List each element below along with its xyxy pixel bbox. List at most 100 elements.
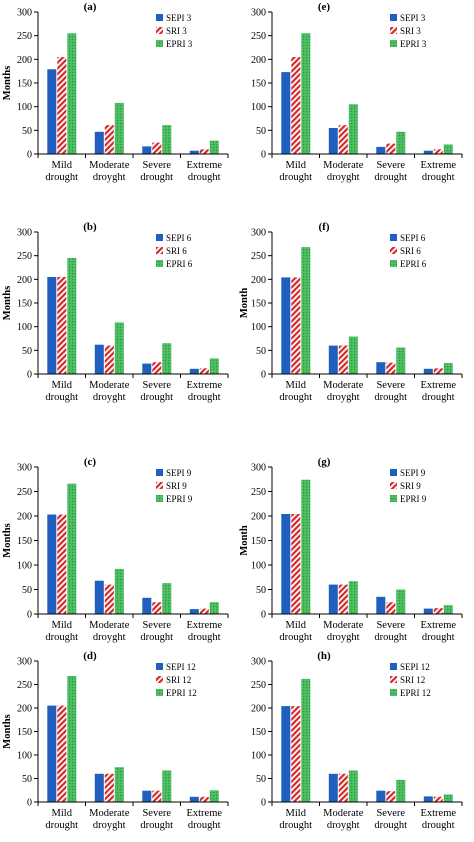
legend-label: SEPI 9	[400, 468, 426, 478]
bar	[433, 368, 443, 374]
legend-label: SEPI 12	[400, 662, 430, 672]
bar	[348, 336, 358, 374]
y-tick-label: 0	[27, 370, 32, 381]
x-tick-label: Moderate droyght	[89, 380, 130, 403]
bar	[162, 770, 172, 802]
legend-label: EPRI 6	[400, 259, 427, 269]
x-tick-label-line: Moderate	[89, 160, 130, 171]
bar	[443, 605, 453, 614]
x-tick-label: Moderate droyght	[89, 620, 130, 643]
y-tick-label: 250	[17, 31, 32, 42]
x-tick-label-line: Severe	[376, 380, 405, 391]
y-tick-label: 300	[251, 463, 266, 474]
legend-label: SEPI 6	[166, 233, 192, 243]
bar	[57, 57, 67, 154]
legend-label: SEPI 3	[400, 13, 426, 23]
y-tick-label: 200	[251, 704, 266, 715]
x-tick-label: Mild drought	[45, 620, 78, 643]
y-tick-label: 0	[261, 150, 266, 161]
bar	[301, 479, 311, 614]
legend-label: SRI 12	[166, 675, 191, 685]
y-tick-label: 200	[17, 704, 32, 715]
panel-title: (f)	[319, 221, 330, 233]
bar	[338, 345, 348, 374]
bar	[104, 345, 114, 374]
bar	[199, 796, 209, 802]
y-tick-label: 150	[251, 536, 266, 547]
y-tick-label: 100	[17, 561, 32, 572]
bar	[328, 345, 338, 374]
legend-swatch	[390, 247, 397, 254]
bar	[142, 790, 152, 802]
x-tick-label: Moderate droyght	[323, 160, 364, 183]
x-tick-label-line: drought	[374, 632, 407, 643]
x-tick-label: Mild drought	[279, 620, 312, 643]
bar	[328, 128, 338, 154]
legend-swatch	[390, 234, 397, 241]
x-tick-label-line: Severe	[376, 620, 405, 631]
bar	[386, 602, 396, 614]
x-tick-label: Extreme drought	[420, 380, 456, 403]
panel-title: (h)	[317, 650, 331, 662]
bar	[328, 584, 338, 614]
legend-swatch	[156, 27, 163, 34]
y-tick-label: 250	[251, 680, 266, 691]
bar	[94, 344, 104, 374]
bar	[162, 343, 172, 374]
x-tick-label-line: Moderate	[323, 620, 364, 631]
legend-label: EPRI 3	[400, 39, 427, 49]
y-tick-label: 150	[251, 79, 266, 90]
legend-swatch	[156, 40, 163, 47]
bar	[94, 580, 104, 614]
legend-swatch	[156, 247, 163, 254]
y-tick-label: 250	[17, 487, 32, 498]
x-tick-label: Extreme drought	[420, 808, 456, 831]
legend-label: EPRI 12	[400, 688, 431, 698]
x-tick-label: Extreme drought	[420, 160, 456, 183]
panel-title: (a)	[84, 1, 97, 13]
x-tick-label-line: Severe	[142, 620, 171, 631]
x-tick-label-line: droyght	[93, 392, 126, 403]
x-tick-label-line: drought	[188, 820, 221, 831]
bar	[328, 773, 338, 802]
y-tick-label: 0	[27, 610, 32, 621]
bar	[57, 514, 67, 614]
x-tick-label-line: Moderate	[89, 380, 130, 391]
x-tick-label-line: drought	[374, 820, 407, 831]
bar	[291, 706, 301, 802]
x-tick-label: Moderate droyght	[323, 380, 364, 403]
bar	[199, 608, 209, 614]
x-tick-label-line: Severe	[376, 808, 405, 819]
legend-swatch	[156, 689, 163, 696]
bar	[114, 322, 124, 374]
y-tick-label: 100	[17, 751, 32, 762]
x-tick-label: Extreme drought	[186, 808, 222, 831]
x-tick-label: Mild drought	[279, 380, 312, 403]
x-tick-label-line: Severe	[142, 160, 171, 171]
bar	[189, 609, 199, 614]
y-tick-label: 200	[251, 55, 266, 66]
bar	[47, 514, 57, 614]
bar	[396, 347, 406, 374]
bar	[386, 791, 396, 802]
y-tick-label: 150	[17, 79, 32, 90]
bar	[152, 602, 162, 614]
x-tick-label-line: drought	[140, 172, 173, 183]
bar	[67, 258, 77, 374]
x-tick-label-line: Mild	[286, 160, 307, 171]
y-tick-label: 250	[17, 251, 32, 262]
bar	[281, 706, 291, 802]
y-tick-label: 200	[17, 275, 32, 286]
x-tick-label-line: drought	[140, 632, 173, 643]
x-tick-label-line: Moderate	[323, 160, 364, 171]
x-tick-label-line: drought	[45, 820, 78, 831]
x-tick-label-line: drought	[188, 172, 221, 183]
bar	[348, 104, 358, 154]
x-tick-label-line: drought	[188, 632, 221, 643]
x-tick-label-line: droyght	[327, 392, 360, 403]
x-tick-label-line: Severe	[376, 160, 405, 171]
x-tick-label: Severe drought	[140, 620, 173, 643]
